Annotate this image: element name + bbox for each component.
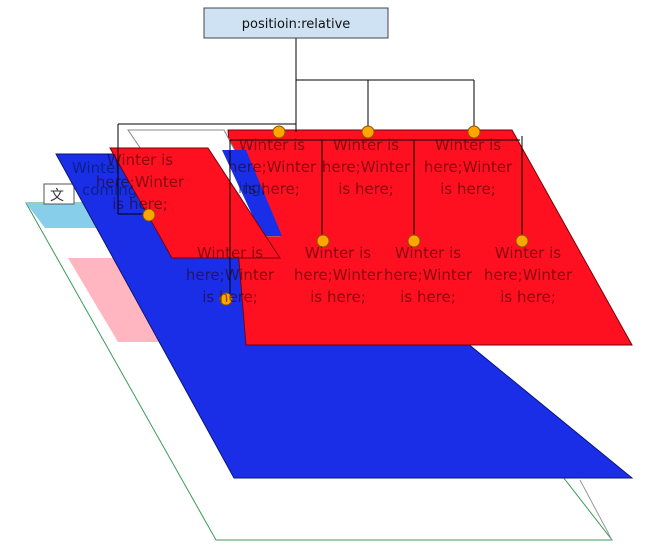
corner-glyph: 文	[50, 188, 64, 204]
red-cell-text-line: Winter is	[239, 136, 305, 154]
red-cell-text-line: here;Winter	[322, 158, 411, 176]
root-node-box	[203, 7, 389, 39]
red-cell-text-line: Winter is	[197, 244, 263, 262]
red-cell-text-line: is here;	[400, 288, 456, 306]
base-page-edge	[579, 479, 613, 541]
red-cell-text: Winter is here;Winter is here;	[228, 136, 317, 198]
cell-text-group: Winter is here;Winter is here; Winter is her…	[96, 136, 573, 306]
red-cell-text-line: here;Winter	[484, 266, 573, 284]
red-cell-text-line: here;Winter	[424, 158, 513, 176]
red-cell-text-line: is here;	[244, 180, 300, 198]
red-cell-text-line: Winter is	[305, 244, 371, 262]
red-cell-text: Winter is here;Winter is here;	[294, 244, 383, 306]
root-node-label: positioin:relative	[242, 17, 351, 32]
connector-lines	[117, 38, 523, 298]
red-layer-main	[227, 129, 633, 346]
red-cell-text: Winter is here;Winter is here;	[96, 151, 185, 213]
blue-layer-text-2: ing;	[238, 179, 266, 197]
blue-strip	[222, 150, 282, 236]
connector-joints	[142, 125, 529, 306]
red-cell-text: Winter is here;Winter is here;	[424, 136, 513, 198]
red-cell-text-line: is here;	[310, 288, 366, 306]
red-cell-text-line: is here;	[338, 180, 394, 198]
red-cell-text-line: is here;	[440, 180, 496, 198]
red-cell-text: Winter is here;Winter is here;	[384, 244, 473, 306]
red-cell-text-line: Winter is	[333, 136, 399, 154]
joint-dot	[219, 292, 233, 306]
corner-glyph-box	[43, 183, 75, 205]
joint-dot	[272, 125, 286, 139]
red-cell-text: Winter is here;Winter is here;	[186, 244, 275, 306]
red-cell-text-line: is here;	[500, 288, 556, 306]
joint-dot	[407, 234, 421, 248]
red-cell-text-line: is here;	[112, 195, 168, 213]
red-cell-text-line: here;Winter	[384, 266, 473, 284]
joint-dot	[316, 234, 330, 248]
red-cell-text-line: Winter is	[495, 244, 561, 262]
red-cell-text-line: is here;	[202, 288, 258, 306]
red-cell-text-line: here;Winter	[96, 173, 185, 191]
red-cell-text-line: here;Winter	[294, 266, 383, 284]
blue-layer-text-line: ing;	[238, 179, 266, 197]
red-cell-text-line: here;Winter	[228, 158, 317, 176]
red-cell-text-line: here;Winter	[186, 266, 275, 284]
red-cell-text-line: Winter is	[107, 151, 173, 169]
joint-dot	[361, 125, 375, 139]
red-layer-small	[109, 147, 281, 259]
red-cell-text-line: Winter is	[435, 136, 501, 154]
joint-dot	[142, 208, 156, 222]
red-cell-text: Winter is here;Winter is here;	[484, 244, 573, 306]
red-cell-text-line: Winter is	[395, 244, 461, 262]
blue-layer-text-line: coming;	[82, 181, 142, 199]
joint-dot	[467, 125, 481, 139]
joint-dot	[515, 234, 529, 248]
red-cell-text: Winter is here;Winter is here;	[322, 136, 411, 198]
